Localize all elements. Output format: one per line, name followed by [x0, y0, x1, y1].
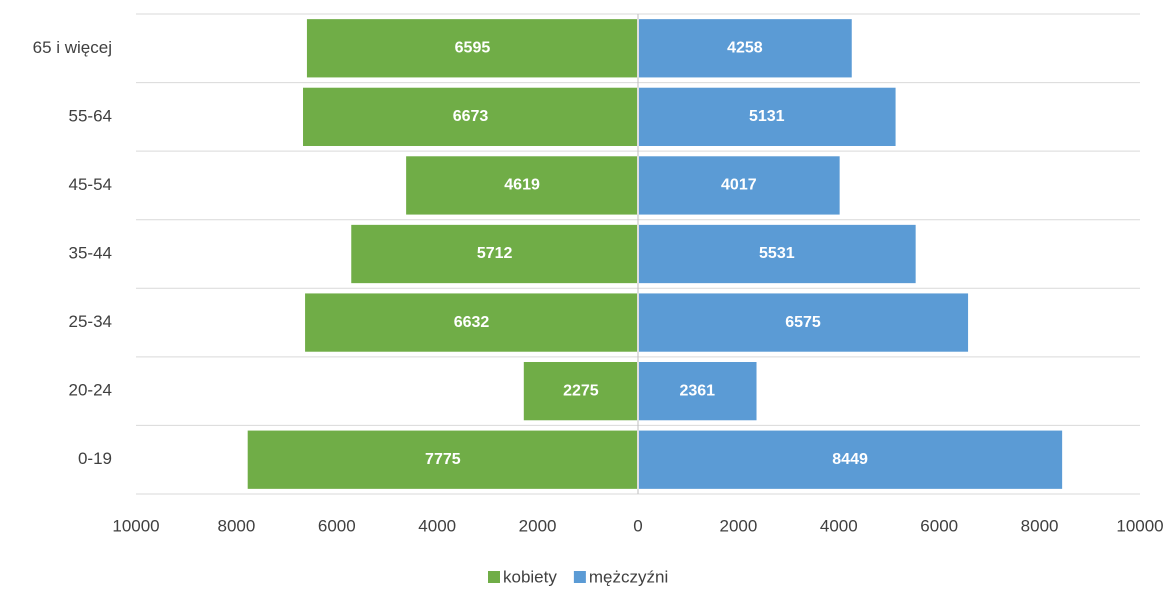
x-tick-label: 10000 [1116, 516, 1163, 535]
x-tick-label: 4000 [820, 516, 858, 535]
y-tick-label: 25-34 [69, 312, 112, 331]
bar [639, 293, 969, 352]
x-tick-label: 8000 [1021, 516, 1059, 535]
data-label: 8449 [832, 451, 868, 468]
bar [523, 362, 637, 421]
data-label: 6575 [785, 314, 821, 331]
legend-label: kobiety [503, 567, 557, 586]
y-tick-label: 35-44 [69, 243, 112, 262]
y-tick-label: 55-64 [69, 106, 112, 125]
x-tick-label: 8000 [217, 516, 255, 535]
x-tick-label: 6000 [318, 516, 356, 535]
bar [305, 293, 637, 352]
x-tick-label: 2000 [719, 516, 757, 535]
data-label: 6632 [454, 314, 490, 331]
legend-swatch [488, 571, 500, 583]
bar [306, 19, 637, 78]
x-tick-label: 6000 [920, 516, 958, 535]
bar [639, 430, 1063, 489]
data-label: 5712 [477, 245, 513, 262]
bar [406, 156, 637, 215]
legend-label: mężczyźni [589, 567, 668, 586]
x-tick-label: 10000 [112, 516, 159, 535]
data-label: 6673 [453, 108, 489, 125]
y-tick-label: 45-54 [69, 175, 112, 194]
bar [639, 19, 852, 78]
legend-swatch [573, 571, 586, 583]
data-label: 2275 [563, 382, 599, 399]
data-label: 6595 [455, 40, 491, 57]
bar [639, 87, 896, 146]
y-tick-label: 0-19 [78, 449, 112, 468]
bar [639, 362, 757, 421]
bar [303, 87, 637, 146]
bar [639, 156, 840, 215]
data-label: 4619 [504, 177, 540, 194]
bar [247, 430, 637, 489]
x-tick-label: 2000 [519, 516, 557, 535]
y-tick-label: 65 i więcej [33, 38, 112, 57]
data-label: 4017 [721, 177, 757, 194]
data-label: 4258 [727, 40, 763, 57]
bar [639, 224, 916, 284]
data-label: 5131 [749, 108, 785, 125]
data-label: 5531 [759, 245, 795, 262]
x-tick-label: 4000 [418, 516, 456, 535]
bar [351, 224, 637, 284]
data-label: 2361 [679, 382, 715, 399]
data-label: 7775 [425, 451, 461, 468]
y-tick-label: 20-24 [69, 381, 112, 400]
x-tick-label: 0 [633, 516, 642, 535]
